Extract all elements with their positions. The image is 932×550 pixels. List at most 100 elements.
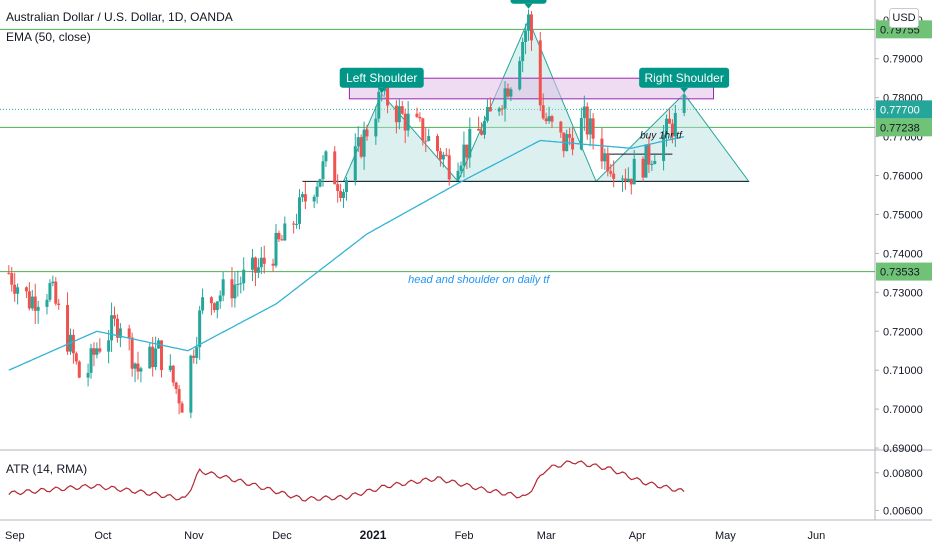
left-shoulder-label: Left Shoulder: [346, 71, 417, 85]
currency-button[interactable]: USD: [889, 8, 919, 28]
candle-body: [550, 116, 554, 122]
candle-body: [242, 269, 246, 284]
candle-body: [424, 140, 428, 142]
candle-body: [233, 284, 237, 299]
candle-body: [154, 348, 158, 368]
candle-body: [24, 287, 28, 292]
candle-body: [365, 129, 369, 137]
candle-body: [623, 178, 627, 182]
candle-body: [521, 41, 525, 62]
candle-body: [318, 179, 322, 187]
candle-body: [54, 281, 58, 304]
price-tick-label: 0.76000: [883, 171, 923, 183]
candle-body: [312, 196, 316, 202]
candle-body: [262, 257, 266, 264]
candle-body: [133, 363, 137, 369]
candle-body: [588, 118, 592, 135]
candle-body: [544, 118, 548, 122]
candle-body: [415, 113, 419, 117]
candle-body: [441, 154, 445, 160]
candle-body: [342, 192, 346, 198]
candle-body: [74, 353, 78, 362]
right-shoulder-label-bg: [639, 67, 730, 88]
buy-note: buy 1hr tf: [640, 131, 683, 142]
candle-body: [353, 146, 357, 181]
candle-body: [300, 194, 304, 198]
atr-line: [8, 460, 685, 502]
chart-title: Australian Dollar / U.S. Dollar, 1D, OAN…: [6, 10, 233, 24]
head-label: Head: [514, 0, 543, 1]
candle-body: [468, 128, 472, 158]
candle-body: [192, 355, 196, 358]
candle-body: [215, 301, 219, 311]
candle-body: [209, 297, 213, 304]
candle-body: [579, 118, 583, 150]
candle-body: [662, 134, 666, 161]
candle-body: [113, 315, 117, 319]
candle-body: [591, 118, 595, 139]
candle-body: [95, 348, 99, 355]
candle-body: [277, 232, 281, 240]
candle-body: [626, 178, 630, 182]
candle-body: [115, 318, 119, 338]
candle-body: [438, 151, 442, 160]
candle-body: [130, 337, 134, 369]
candle-body: [295, 223, 299, 225]
candle-body: [612, 173, 616, 179]
price-tick-label: 0.72000: [883, 326, 923, 338]
candle-body: [92, 348, 96, 355]
price-tick-label: 0.69000: [883, 443, 923, 455]
candle-body: [482, 120, 486, 135]
candle-body: [465, 144, 469, 158]
candle-body: [477, 128, 481, 131]
candle-body: [667, 118, 671, 124]
candle-body: [107, 340, 111, 352]
candle-body: [212, 303, 216, 311]
current-price-label-bg: [876, 100, 932, 119]
candle-body: [174, 382, 178, 390]
candle-body: [377, 91, 381, 119]
candle-body: [444, 154, 448, 156]
left-shoulder-label-pointer: [377, 87, 386, 93]
ema-legend: EMA (50, close): [6, 30, 91, 44]
candle-body: [195, 347, 199, 358]
candle-body: [51, 281, 55, 284]
right-shoulder-label: Right Shoulder: [644, 71, 723, 85]
candle-body: [136, 363, 140, 372]
candle-body: [538, 40, 542, 106]
level-price-label-bg: [876, 262, 932, 281]
candle-body: [189, 355, 193, 413]
head-label-pointer: [524, 3, 533, 9]
resistance-zone: [348, 77, 715, 100]
candle-body: [397, 106, 401, 123]
candle-body: [7, 272, 11, 274]
candle-body: [33, 296, 37, 311]
candle-body: [386, 82, 390, 106]
candle-body: [118, 328, 122, 338]
candle-body: [356, 137, 360, 147]
candle-body: [427, 136, 431, 141]
time-tick-label: Sep: [5, 530, 25, 542]
candle-body: [456, 170, 460, 180]
candle-body: [359, 137, 363, 157]
candle-body: [77, 361, 81, 378]
candle-body: [541, 105, 545, 119]
candle-body: [271, 263, 275, 266]
candle-body: [274, 232, 278, 266]
candle-body: [127, 328, 131, 338]
candle-body: [632, 158, 636, 185]
candle-body: [259, 257, 263, 268]
candle-body: [609, 171, 613, 174]
right-shoulder-label-pointer: [680, 87, 689, 93]
candle-body: [600, 138, 604, 162]
candle-body: [297, 197, 301, 224]
time-tick-label: 2021: [360, 528, 387, 542]
candle-body: [256, 267, 260, 273]
price-tick-label: 0.70000: [883, 404, 923, 416]
time-tick-label: May: [715, 530, 736, 542]
candle-body: [71, 334, 75, 354]
candle-body: [582, 106, 586, 119]
candle-body: [394, 105, 398, 123]
candle-body: [670, 123, 674, 137]
